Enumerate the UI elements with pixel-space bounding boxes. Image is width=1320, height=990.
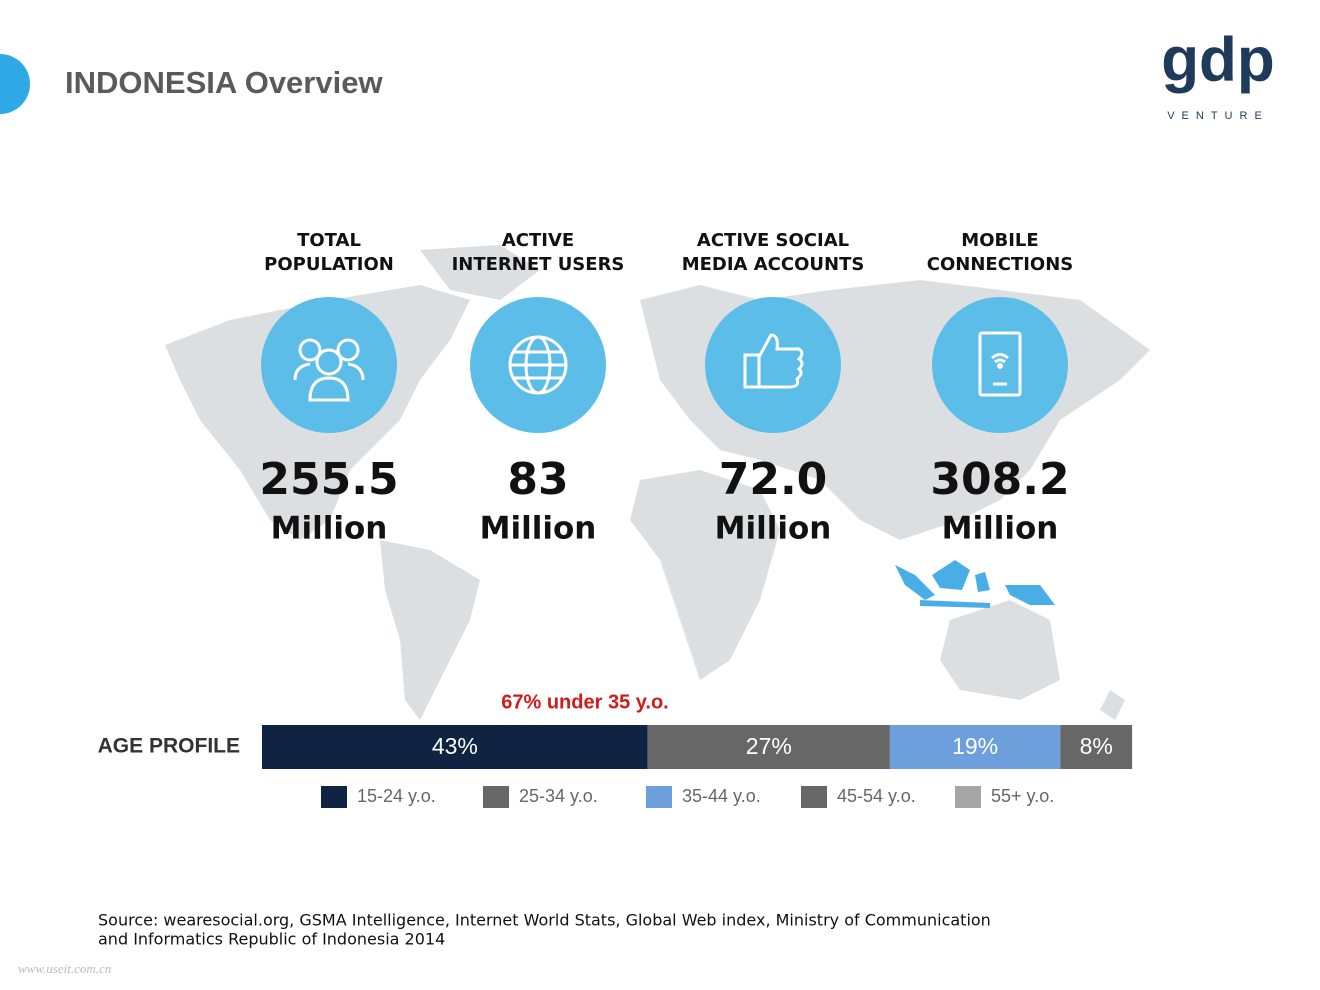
- stat-unit: Million: [271, 511, 388, 547]
- accent-circle: [0, 54, 30, 114]
- legend-swatch: [646, 786, 672, 808]
- stat-unit: Million: [480, 511, 597, 547]
- stat-unit: Million: [942, 511, 1059, 547]
- source-line: and Informatics Republic of Indonesia 20…: [98, 930, 445, 949]
- legend-swatch: [955, 786, 981, 808]
- source-line: Source: wearesocial.org, GSMA Intelligen…: [98, 911, 991, 930]
- bar-segment: [647, 725, 890, 769]
- legend-label: 35-44 y.o.: [682, 786, 761, 806]
- legend-label: 25-34 y.o.: [519, 786, 598, 806]
- age-headline: 67% under 35 y.o.: [501, 691, 668, 713]
- segment-label: 43%: [432, 733, 478, 759]
- segment-label: 19%: [952, 733, 998, 759]
- legend: 15-24 y.o. 25-34 y.o. 35-44 y.o. 45-54 y.o.…: [321, 786, 1054, 808]
- legend-label: 15-24 y.o.: [357, 786, 436, 806]
- bar-segment: [1060, 725, 1133, 769]
- stat-value: 308.2: [930, 454, 1069, 505]
- stat-label: ACTIVE SOCIAL: [697, 230, 849, 251]
- legend-swatch: [483, 786, 509, 808]
- stat-label: MOBILE: [961, 230, 1038, 251]
- stat-label: INTERNET USERS: [452, 254, 625, 275]
- icons: [261, 297, 1068, 433]
- watermark: www.useit.com.cn: [18, 961, 111, 976]
- segment-label: 27%: [746, 733, 792, 759]
- stat-unit: Million: [715, 511, 832, 547]
- stat-label: ACTIVE: [502, 230, 574, 251]
- logo-subtitle: VENTURE: [1167, 110, 1269, 122]
- legend-swatch: [321, 786, 347, 808]
- age-bar: 43% 27% 19% 8%: [262, 725, 1133, 769]
- age-profile-label: AGE PROFILE: [98, 735, 240, 758]
- indonesia-highlight: [895, 560, 1055, 608]
- stat-label: CONNECTIONS: [927, 254, 1073, 275]
- stat-label: TOTAL: [297, 230, 361, 251]
- bar-segment: [889, 725, 1061, 769]
- slide-title: INDONESIA Overview: [65, 65, 383, 100]
- legend-label: 55+ y.o.: [991, 786, 1054, 806]
- logo-mark: gdp: [1161, 25, 1275, 94]
- stat-value: 255.5: [259, 454, 398, 505]
- legend-label: 45-54 y.o.: [837, 786, 916, 806]
- segment-label: 8%: [1080, 733, 1113, 759]
- stat-label: POPULATION: [264, 254, 394, 275]
- stat-value: 72.0: [719, 454, 828, 505]
- legend-swatch: [801, 786, 827, 808]
- bar-segment: [262, 725, 648, 769]
- stat-value: 83: [507, 454, 568, 505]
- stat-label: MEDIA ACCOUNTS: [682, 254, 865, 275]
- stats: TOTAL POPULATION 255.5 Million ACTIVE INTERNE…: [259, 230, 1073, 547]
